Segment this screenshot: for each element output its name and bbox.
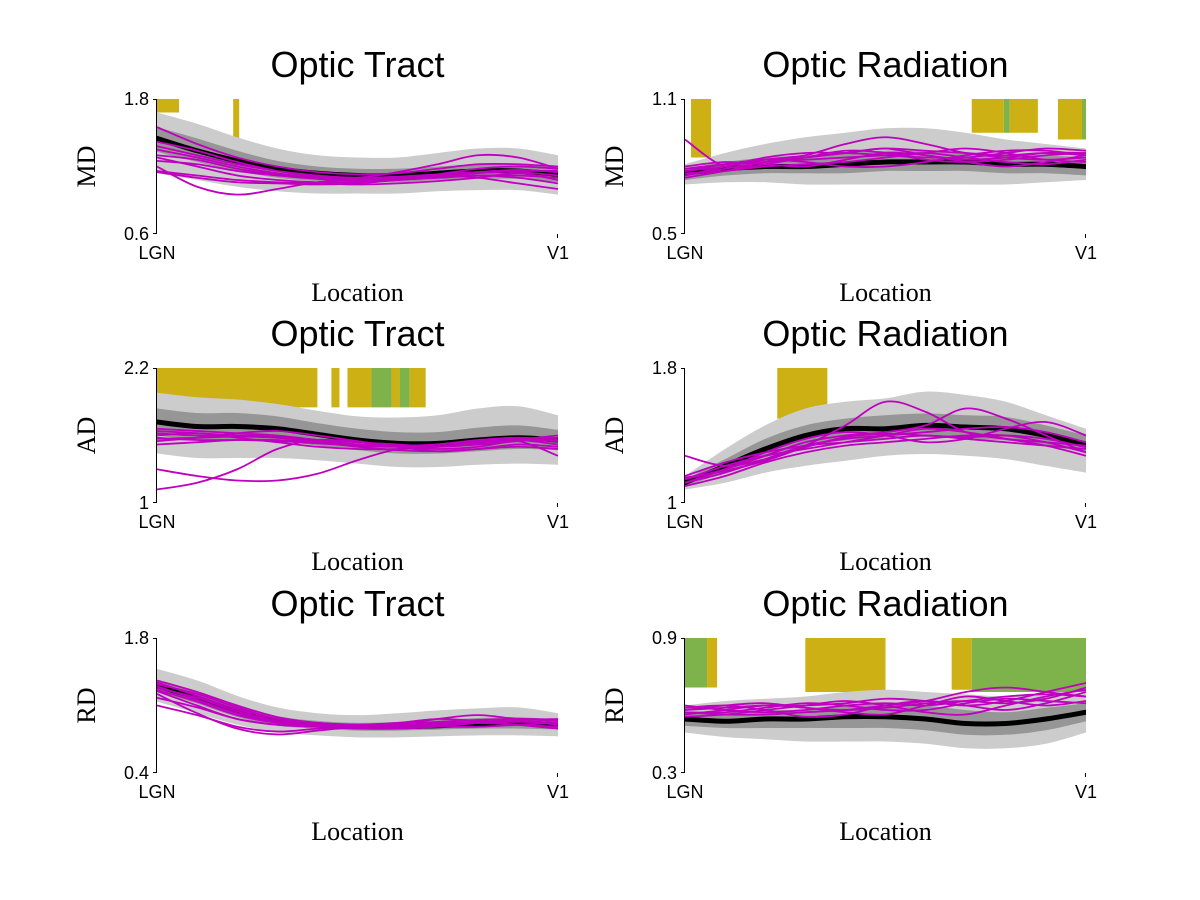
subject-line-9: [157, 156, 558, 184]
y-axis-label: MD: [72, 146, 101, 188]
subject-line-9: [685, 147, 1086, 177]
chart-title: Optic Radiation: [762, 44, 1008, 85]
y-tick-label-max: 1.1: [652, 89, 677, 109]
mean-line: [685, 422, 1086, 486]
y-tick-label-max: 1.8: [124, 89, 149, 109]
subject-line-4: [685, 433, 1086, 488]
plot-area: [157, 99, 558, 196]
chart-title: Optic Radiation: [762, 583, 1008, 624]
inner-band: [685, 413, 1086, 487]
subject-line-6: [157, 165, 558, 196]
subject-line-5: [685, 434, 1086, 477]
x-tick-label-end: V1: [1075, 512, 1097, 532]
x-tick-label-start: LGN: [138, 782, 175, 802]
subject-line-7: [157, 148, 558, 180]
x-axis-label: Location: [311, 278, 403, 307]
plot-area: [157, 368, 558, 491]
subject-line-2: [157, 687, 558, 728]
significance-bar-5: [391, 368, 400, 408]
subject-line-7: [685, 427, 1086, 481]
subject-line-10: [157, 681, 558, 726]
y-tick-label-min: 1: [667, 493, 677, 513]
y-tick-label-max: 1.8: [124, 628, 149, 648]
subject-line-8: [685, 432, 1086, 479]
x-tick-label-start: LGN: [138, 512, 175, 532]
y-tick-label-max: 1.8: [652, 358, 677, 378]
y-axis-label: RD: [600, 687, 629, 723]
x-tick-label-end: V1: [1075, 243, 1097, 263]
subject-line-1: [157, 126, 558, 176]
x-tick-label-end: V1: [547, 512, 569, 532]
subject-line-2: [685, 407, 1086, 481]
y-axis-label: RD: [72, 687, 101, 723]
chart-title: Optic Tract: [270, 313, 444, 354]
y-tick-label-min: 0.5: [652, 224, 677, 244]
plot-area: [157, 668, 558, 738]
x-tick-label-start: LGN: [666, 512, 703, 532]
subject-line-7: [685, 697, 1086, 714]
significance-bar-3: [347, 368, 372, 408]
y-axis-label: AD: [72, 417, 101, 455]
significance-bar-4: [951, 638, 972, 690]
x-tick-label-start: LGN: [138, 243, 175, 263]
significance-bar-5: [1057, 99, 1082, 140]
significance-bar-6: [1081, 99, 1086, 140]
y-tick-label-max: 0.9: [652, 628, 677, 648]
y-tick-label-min: 0.6: [124, 224, 149, 244]
significance-bar-3: [805, 638, 886, 692]
chart-title: Optic Tract: [270, 583, 444, 624]
x-tick-label-start: LGN: [666, 243, 703, 263]
significance-bar-3: [1003, 99, 1010, 133]
significance-bar-7: [409, 368, 426, 408]
y-tick-label-min: 0.3: [652, 763, 677, 783]
significance-bar-2: [233, 99, 240, 142]
significance-bar-6: [399, 368, 410, 408]
x-tick-label-start: LGN: [666, 782, 703, 802]
y-tick-label-min: 1: [139, 493, 149, 513]
subject-line-8: [685, 686, 1086, 711]
x-tick-label-end: V1: [547, 782, 569, 802]
x-tick-label-end: V1: [1075, 782, 1097, 802]
y-axis-label: MD: [600, 146, 629, 188]
significance-bar-2: [971, 99, 1004, 133]
x-axis-label: Location: [839, 278, 931, 307]
significance-bar-1: [157, 99, 180, 113]
subject-line-10: [157, 435, 558, 457]
significance-bar-1: [691, 99, 712, 158]
x-axis-label: Location: [839, 547, 931, 576]
subject-line-8: [157, 438, 558, 453]
x-axis-label: Location: [839, 817, 931, 846]
significance-bar-4: [371, 368, 392, 408]
subject-line-4: [685, 147, 1086, 175]
y-tick-label-max: 2.2: [124, 358, 149, 378]
significance-bar-2: [707, 638, 718, 688]
x-axis-label: Location: [311, 547, 403, 576]
y-tick-label-min: 0.4: [124, 763, 149, 783]
significance-bar-2: [331, 368, 340, 408]
chart-title: Optic Tract: [270, 44, 444, 85]
subject-line-4: [157, 159, 558, 183]
x-tick-label-end: V1: [547, 243, 569, 263]
significance-bar-5: [971, 638, 1086, 692]
plot-area: [685, 368, 1086, 490]
subject-line-10: [157, 170, 558, 186]
subject-line-6: [685, 693, 1086, 714]
chart-title: Optic Radiation: [762, 313, 1008, 354]
subject-line-7: [685, 149, 1086, 179]
significance-bar-4: [1009, 99, 1038, 133]
mean-line: [685, 709, 1086, 727]
x-axis-label: Location: [311, 817, 403, 846]
plot-area: [685, 638, 1086, 749]
plot-area: [685, 99, 1086, 185]
significance-bar-1: [685, 638, 708, 688]
y-axis-label: AD: [600, 417, 629, 455]
